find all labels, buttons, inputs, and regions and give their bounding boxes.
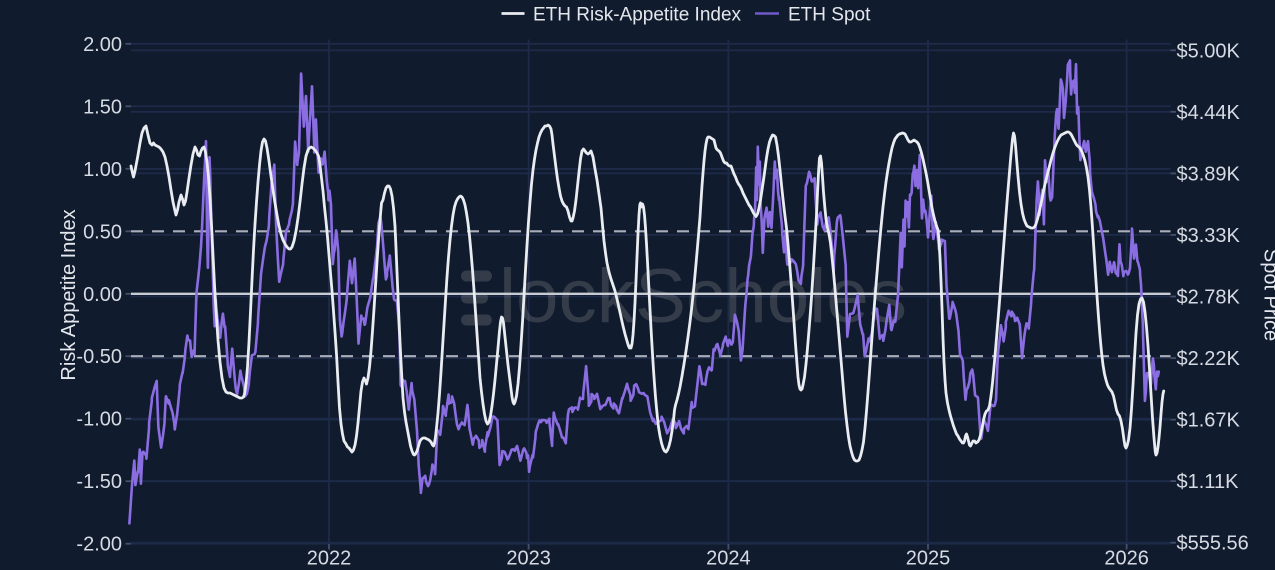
svg-text:$555.56: $555.56 [1177, 533, 1249, 555]
svg-text:2025: 2025 [906, 548, 951, 570]
svg-text:2024: 2024 [706, 548, 751, 570]
svg-text:-0.50: -0.50 [76, 346, 122, 368]
svg-text:-2.00: -2.00 [76, 534, 122, 556]
svg-text:1.00: 1.00 [83, 159, 122, 181]
svg-text:$3.33K: $3.33K [1177, 225, 1241, 247]
svg-text:-1.00: -1.00 [76, 409, 122, 431]
svg-text:Risk Appetite Index: Risk Appetite Index [58, 209, 80, 380]
svg-text:$1.11K: $1.11K [1177, 471, 1240, 493]
svg-text:2022: 2022 [307, 548, 352, 570]
svg-text:$5.00K: $5.00K [1177, 40, 1241, 62]
svg-text:2026: 2026 [1104, 548, 1149, 570]
svg-text:2.00: 2.00 [83, 34, 122, 56]
svg-text:Spot Price: Spot Price [1260, 249, 1275, 341]
svg-text:ETH Risk-Appetite Index: ETH Risk-Appetite Index [533, 5, 742, 26]
svg-text:$3.89K: $3.89K [1177, 163, 1241, 185]
svg-text:$2.22K: $2.22K [1177, 348, 1241, 370]
svg-text:0.50: 0.50 [83, 221, 122, 243]
svg-text:$2.78K: $2.78K [1177, 287, 1241, 309]
svg-text:$4.44K: $4.44K [1177, 102, 1241, 124]
svg-text:-1.50: -1.50 [76, 471, 122, 493]
svg-text:0.00: 0.00 [83, 284, 122, 306]
svg-text:2023: 2023 [506, 548, 551, 570]
svg-text:$1.67K: $1.67K [1177, 410, 1241, 432]
svg-text:1.50: 1.50 [83, 96, 122, 118]
svg-text:ETH Spot: ETH Spot [788, 5, 871, 26]
